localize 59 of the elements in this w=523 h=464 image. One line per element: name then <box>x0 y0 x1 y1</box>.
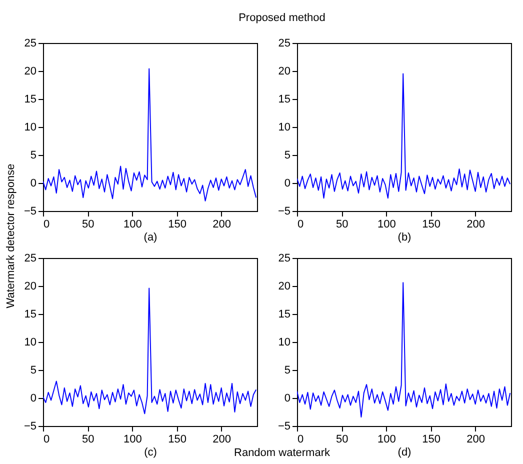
y-tick-label: 10 <box>278 122 290 134</box>
x-axis-title: (d) <box>398 446 412 458</box>
y-tick-label: 5 <box>284 364 290 376</box>
y-tick-label: 20 <box>278 66 290 78</box>
x-tick-label: 0 <box>44 218 50 230</box>
y-tick-label: 0 <box>284 178 290 190</box>
x-tick-label: 0 <box>298 434 304 446</box>
x-tick-label: 150 <box>422 434 440 446</box>
x-tick-label: 200 <box>212 434 232 446</box>
y-tick-label: 15 <box>278 94 290 106</box>
x-tick-label: 150 <box>422 218 440 230</box>
x-tick-label: 100 <box>377 434 396 446</box>
y-tick-label: 0 <box>30 178 36 190</box>
x-axis-title: (a) <box>144 232 158 244</box>
line-series <box>43 68 257 202</box>
y-tick-label: 20 <box>24 66 36 78</box>
line-series <box>297 282 511 418</box>
line-series <box>43 288 257 414</box>
y-tick-label: 25 <box>278 252 290 264</box>
x-tick-label: 200 <box>212 218 232 230</box>
y-tick-label: 15 <box>24 308 36 320</box>
y-tick-label: −5 <box>24 420 36 432</box>
x-tick-label: 150 <box>168 434 186 446</box>
x-tick-label: 0 <box>298 218 304 230</box>
y-tick-label: 0 <box>30 392 36 404</box>
y-tick-label: 10 <box>24 122 36 134</box>
x-tick-label: 100 <box>123 218 142 230</box>
x-tick-label: 50 <box>336 218 348 230</box>
y-tick-label: −5 <box>278 206 290 218</box>
y-tick-label: 5 <box>30 364 36 376</box>
y-tick-label: 5 <box>30 150 36 162</box>
x-tick-label: 0 <box>44 434 50 446</box>
x-tick-label: 200 <box>466 434 486 446</box>
y-tick-label: 25 <box>24 38 36 50</box>
y-tick-label: 15 <box>278 308 290 320</box>
text: Random watermark <box>234 447 330 459</box>
y-tick-label: −5 <box>278 420 290 432</box>
y-tick-label: 15 <box>24 94 36 106</box>
y-tick-label: −5 <box>24 206 36 218</box>
x-tick-label: 50 <box>336 434 348 446</box>
x-tick-label: 50 <box>82 434 94 446</box>
x-axis-title: (c) <box>144 446 157 458</box>
y-tick-label: 0 <box>284 392 290 404</box>
x-tick-label: 150 <box>168 218 186 230</box>
x-tick-label: 100 <box>123 434 142 446</box>
x-tick-label: 200 <box>466 218 486 230</box>
y-tick-label: 10 <box>278 336 290 348</box>
x-axis-title: (b) <box>398 232 412 244</box>
y-tick-label: 5 <box>284 150 290 162</box>
line-series <box>297 73 511 199</box>
x-tick-label: 100 <box>377 218 396 230</box>
y-tick-label: 25 <box>24 252 36 264</box>
text: Proposed method <box>238 12 326 24</box>
y-tick-label: 25 <box>278 38 290 50</box>
y-tick-label: 20 <box>24 280 36 292</box>
y-tick-label: 20 <box>278 280 290 292</box>
x-tick-label: 50 <box>82 218 94 230</box>
y-axis-title: Watermark detector response <box>5 164 17 308</box>
y-tick-label: 10 <box>24 336 36 348</box>
